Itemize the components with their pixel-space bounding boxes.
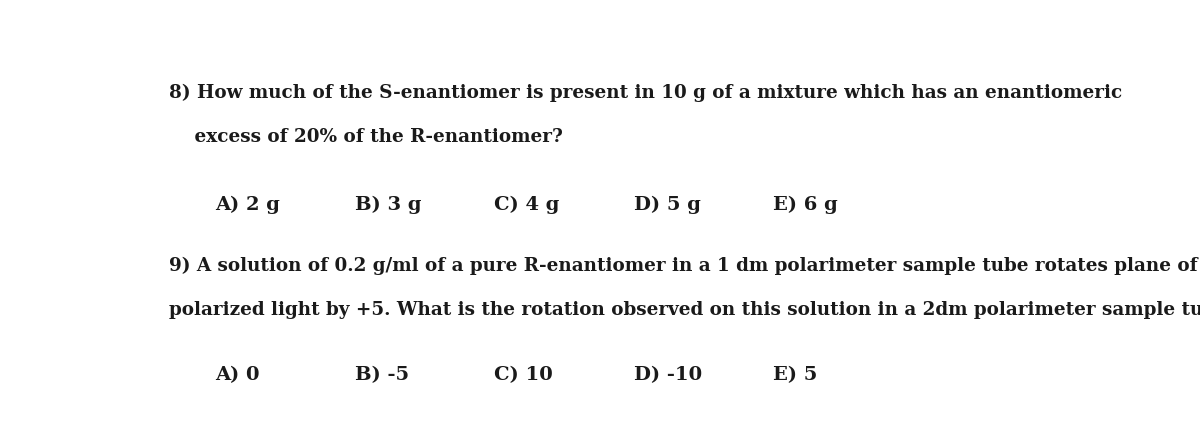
- Text: A) 2 g: A) 2 g: [215, 196, 280, 214]
- Text: E) 5: E) 5: [773, 366, 817, 384]
- Text: polarized light by +5. What is the rotation observed on this solution in a 2dm p: polarized light by +5. What is the rotat…: [168, 301, 1200, 320]
- Text: excess of 20% of the R-enantiomer?: excess of 20% of the R-enantiomer?: [168, 128, 563, 146]
- Text: B) 3 g: B) 3 g: [355, 196, 421, 214]
- Text: D) 5 g: D) 5 g: [634, 196, 701, 214]
- Text: 8) How much of the S-enantiomer is present in 10 g of a mixture which has an ena: 8) How much of the S-enantiomer is prese…: [168, 84, 1122, 102]
- Text: B) -5: B) -5: [355, 366, 409, 384]
- Text: C) 4 g: C) 4 g: [494, 196, 559, 214]
- Text: A) 0: A) 0: [215, 366, 259, 384]
- Text: 9) A solution of 0.2 g/ml of a pure R-enantiomer in a 1 dm polarimeter sample tu: 9) A solution of 0.2 g/ml of a pure R-en…: [168, 257, 1198, 275]
- Text: D) -10: D) -10: [634, 366, 702, 384]
- Text: E) 6 g: E) 6 g: [773, 196, 838, 214]
- Text: C) 10: C) 10: [494, 366, 553, 384]
